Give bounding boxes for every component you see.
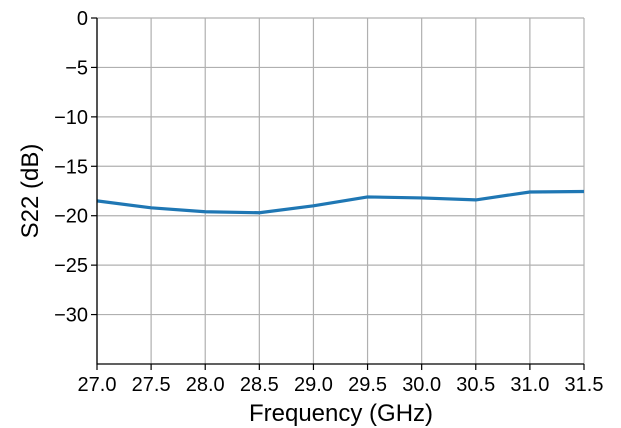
y-tick-label-2: −10 [54, 107, 88, 129]
x-tick-label-4: 29.0 [294, 374, 333, 396]
y-tick-label-0: 0 [77, 8, 88, 30]
series-line-0 [96, 189, 585, 215]
ticks: 27.0 27.5 28.0 28.5 29.0 29.5 30.0 30.5 31.0 31.5… [54, 8, 603, 396]
y-axis-label: S22 (dB) [17, 144, 44, 239]
x-tick-label-0: 27.0 [78, 374, 117, 396]
x-axis-label: Frequency (GHz) [249, 400, 433, 427]
x-tick-label-1: 27.5 [132, 374, 171, 396]
y-tick-label-6: −30 [54, 305, 88, 327]
y-tick-label-3: −15 [54, 156, 88, 178]
y-tick-label-5: −25 [54, 255, 88, 277]
axes [96, 18, 584, 365]
grid [96, 17, 585, 364]
x-tick-label-6: 30.0 [402, 374, 441, 396]
y-tick-label-4: −20 [54, 206, 88, 228]
y-tick-label-1: −5 [65, 57, 88, 79]
series-layer [96, 189, 585, 215]
x-tick-label-3: 28.5 [240, 374, 279, 396]
x-tick-label-9: 31.5 [565, 374, 604, 396]
x-tick-label-5: 29.5 [348, 374, 387, 396]
x-tick-label-7: 30.5 [456, 374, 495, 396]
x-tick-label-8: 31.0 [510, 374, 549, 396]
x-tick-label-2: 28.0 [186, 374, 225, 396]
